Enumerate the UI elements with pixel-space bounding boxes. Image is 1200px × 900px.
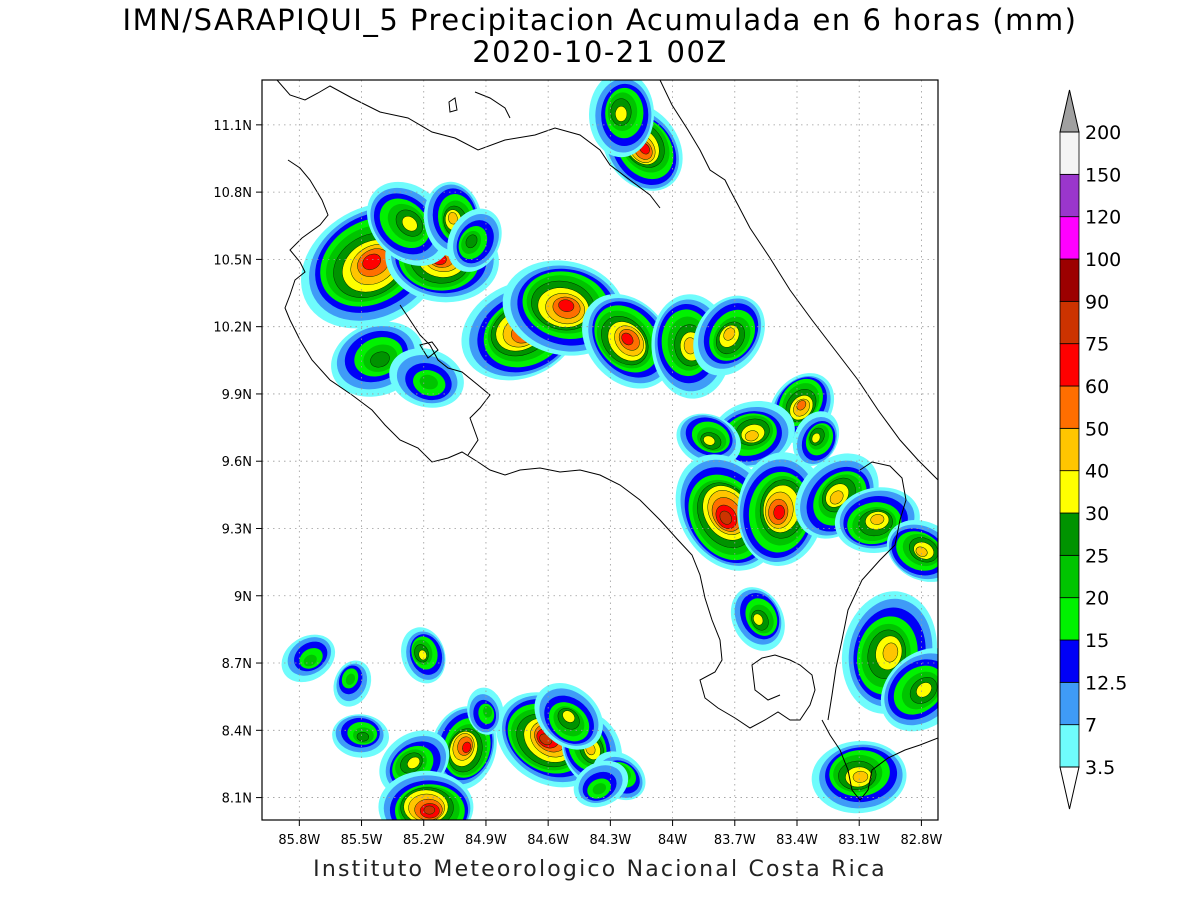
precip-cell xyxy=(730,587,785,651)
colorbar-swatch xyxy=(1059,258,1080,302)
precip-cell xyxy=(886,519,938,582)
caribbean-coast-north xyxy=(659,80,938,481)
colorbar-label: 40 xyxy=(1085,461,1109,483)
colorbar-swatch xyxy=(1059,724,1080,768)
colorbar-swatch xyxy=(1059,597,1080,641)
islet xyxy=(448,97,458,113)
precip-cell xyxy=(378,770,474,820)
precip-cell xyxy=(811,740,907,814)
precip-cell xyxy=(834,487,920,553)
colorbar-label: 200 xyxy=(1085,122,1121,144)
precip-cell xyxy=(281,634,336,683)
coastline xyxy=(276,80,938,801)
precipitation-field xyxy=(281,80,938,820)
lat-tick-label: 9.3N xyxy=(222,522,252,537)
colorbar-swatch xyxy=(1059,512,1080,556)
precip-cell xyxy=(447,208,502,272)
lon-tick-label: 83.4W xyxy=(776,833,818,848)
lon-tick-label: 84.6W xyxy=(527,833,569,848)
lon-tick-label: 84W xyxy=(658,833,688,848)
panama-border xyxy=(827,461,907,721)
lake-shore xyxy=(474,91,511,119)
precip-cell xyxy=(333,660,372,707)
colorbar-under-triangle xyxy=(1059,766,1080,810)
nicaragua-border xyxy=(276,80,661,209)
precip-cell xyxy=(332,714,390,758)
precip-cell xyxy=(401,627,446,684)
axis-ticks: 11.1N 10.8N 10.5N 10.2N 9.9N 9.6N 9.3N 9N 8.7N 8.… xyxy=(213,119,942,848)
plot-frame xyxy=(261,79,939,821)
colorbar-swatch xyxy=(1059,300,1080,345)
lat-lon-gridlines xyxy=(262,80,938,820)
lat-tick-label: 8.7N xyxy=(222,657,252,672)
precip-cell xyxy=(502,260,626,356)
lon-tick-label: 84.3W xyxy=(589,833,631,848)
footer-credit: Instituto Meteorologico Nacional Costa R… xyxy=(313,857,887,882)
colorbar-swatch xyxy=(1059,427,1080,472)
colorbar-swatch xyxy=(1059,554,1080,599)
colorbar-label: 150 xyxy=(1085,164,1121,186)
colorbar-label: 15 xyxy=(1085,630,1109,652)
colorbar-label: 100 xyxy=(1085,249,1121,271)
colorbar-label: 60 xyxy=(1085,376,1109,398)
colorbar: 200 150 120 100 90 75 60 50 40 30 25 20 15 12.5 7 3.5 xyxy=(1059,89,1127,810)
colorbar-swatch xyxy=(1059,173,1080,218)
precip-cell xyxy=(693,295,765,376)
lat-tick-label: 8.4N xyxy=(222,724,252,739)
colorbar-swatch xyxy=(1059,385,1080,429)
lat-tick-label: 10.5N xyxy=(213,253,252,268)
colorbar-label: 20 xyxy=(1085,588,1109,610)
lon-tick-label: 85.5W xyxy=(341,833,383,848)
colorbar-swatch xyxy=(1059,681,1080,726)
lat-tick-label: 8.1N xyxy=(222,792,252,807)
pacific-coast xyxy=(284,159,816,729)
lon-tick-label: 85.2W xyxy=(403,833,445,848)
lat-tick-label: 9N xyxy=(234,590,252,605)
precip-cell xyxy=(676,413,741,467)
precip-cell xyxy=(737,452,825,566)
colorbar-swatch xyxy=(1059,216,1080,260)
colorbar-label: 3.5 xyxy=(1085,757,1115,779)
colorbar-label: 12.5 xyxy=(1085,672,1127,694)
lon-tick-label: 85.8W xyxy=(278,833,320,848)
colorbar-label: 75 xyxy=(1085,334,1109,356)
gulf-of-nicoya xyxy=(399,304,491,456)
precip-cell xyxy=(589,80,654,158)
colorbar-label: 50 xyxy=(1085,418,1109,440)
lat-tick-label: 10.8N xyxy=(213,186,252,201)
precip-cell xyxy=(880,648,938,732)
precip-cell xyxy=(792,411,840,466)
colorbar-swatch xyxy=(1059,131,1080,175)
lat-tick-label: 10.2N xyxy=(213,321,252,336)
colorbar-label: 120 xyxy=(1085,207,1121,229)
colorbar-swatch xyxy=(1059,343,1080,387)
precip-cell xyxy=(389,348,464,408)
osa-coast xyxy=(821,719,938,801)
lat-tick-label: 9.9N xyxy=(222,388,252,403)
lat-tick-label: 11.1N xyxy=(213,119,252,134)
map-title-line1: IMN/SARAPIQUI_5 Precipitacion Acumulada … xyxy=(122,3,1078,37)
colorbar-over-triangle xyxy=(1059,89,1080,133)
precip-cell xyxy=(534,683,603,750)
lon-tick-label: 83.7W xyxy=(714,833,756,848)
colorbar-swatch xyxy=(1059,470,1080,514)
precip-cell xyxy=(573,760,629,808)
colorbar-swatch xyxy=(1059,639,1080,683)
lon-tick-label: 83.1W xyxy=(838,833,880,848)
colorbar-label: 7 xyxy=(1085,715,1097,737)
colorbar-label: 90 xyxy=(1085,291,1109,313)
lat-tick-label: 9.6N xyxy=(222,455,252,470)
colorbar-label: 30 xyxy=(1085,503,1109,525)
map-title-line2: 2020-10-21 00Z xyxy=(472,35,728,69)
nicoya-inner xyxy=(419,341,439,359)
lon-tick-label: 84.9W xyxy=(465,833,507,848)
colorbar-label: 25 xyxy=(1085,545,1109,567)
lon-tick-label: 82.8W xyxy=(901,833,943,848)
